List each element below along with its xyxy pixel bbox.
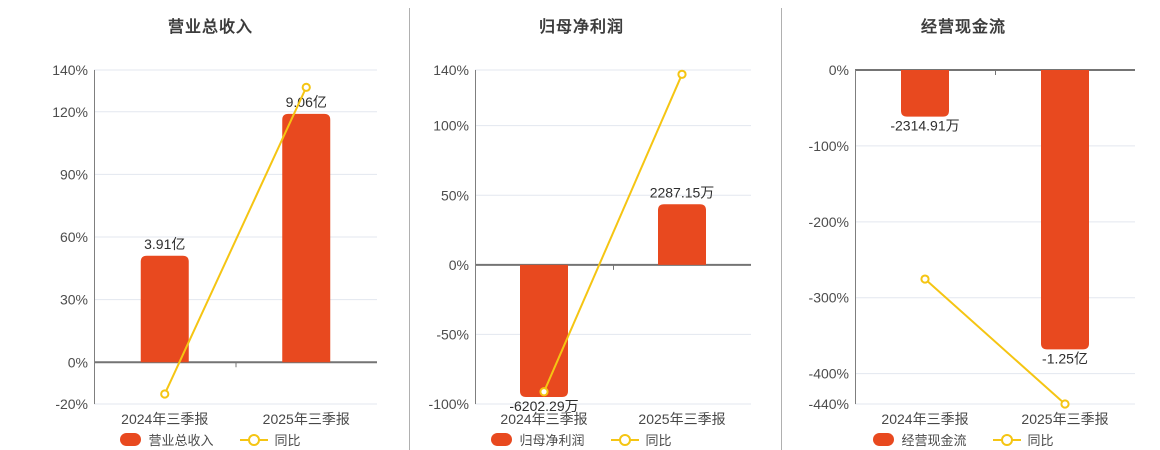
bar-value-label: -6202.29万 (509, 398, 578, 414)
y-axis-tick-label: -400% (809, 366, 849, 382)
line-series-swatch-icon (992, 433, 1021, 446)
y-axis-tick-label: -50% (436, 326, 469, 342)
bar-series-swatch-icon (120, 433, 142, 446)
legend-label: 同比 (645, 433, 672, 448)
yoy-marker-2025-q3[interactable] (301, 82, 311, 92)
x-axis-category-label: 2025年三季报 (263, 411, 350, 427)
y-axis-tick-label: 100% (433, 118, 469, 134)
y-axis-tick-label: -440% (809, 396, 849, 412)
x-axis-category-label: 2024年三季报 (500, 411, 587, 427)
bar-2024-q3[interactable] (901, 70, 949, 117)
y-axis-tick-label: 30% (60, 292, 88, 308)
chart-plot: 140% 120% 90% 60% 30% 0% -20% 3.91亿 9.06亿 2024年三季… (52, 62, 377, 427)
y-axis-tick-label: -20% (55, 396, 88, 412)
bar-series-swatch-icon (491, 433, 513, 446)
chart-plot: 0% -100% -200% -300% -400% -440% -2314.91万 -1.2… (809, 62, 1135, 427)
legend-item-bar-series[interactable]: 营业总收入 (120, 430, 214, 449)
legend-item-line-series[interactable]: 同比 (239, 430, 301, 449)
legend-label: 经营现金流 (901, 433, 967, 448)
bar-2025-q3[interactable] (282, 113, 331, 363)
y-axis-tick-label: 0% (449, 257, 469, 273)
legend-label: 同比 (274, 433, 301, 448)
x-axis-category-label: 2024年三季报 (121, 411, 208, 427)
x-axis-category-label: 2024年三季报 (881, 411, 968, 427)
yoy-marker-2024-q3[interactable] (539, 387, 549, 397)
y-axis-tick-label: 120% (52, 104, 88, 120)
y-axis-tick-label: -300% (809, 290, 849, 306)
legend-label: 同比 (1027, 433, 1054, 448)
yoy-marker-2025-q3[interactable] (677, 69, 687, 79)
bar-series-swatch-icon (873, 433, 895, 446)
x-axis-category-label: 2025年三季报 (1021, 411, 1108, 427)
legend-item-line-series[interactable]: 同比 (992, 430, 1054, 449)
y-axis-tick-label: -100% (809, 138, 849, 154)
chart-legend: 营业总收入 同比 (44, 430, 377, 449)
bar-value-label: 9.06亿 (286, 94, 327, 110)
bar-2025-q3[interactable] (1041, 70, 1089, 350)
y-axis-tick-label: 50% (441, 187, 469, 203)
y-axis-tick-label: 90% (60, 166, 88, 182)
y-axis-tick-label: 0% (68, 354, 88, 370)
y-axis-tick-label: 60% (60, 229, 88, 245)
bar-value-label: 3.91亿 (144, 236, 185, 252)
yoy-line (924, 278, 1066, 405)
chart-title: 归母净利润 (538, 19, 624, 36)
y-axis-tick-label: 140% (52, 62, 88, 78)
chart-title: 经营现金流 (920, 19, 1006, 36)
y-axis-tick-label: 0% (829, 62, 849, 78)
yoy-marker-2024-q3[interactable] (160, 389, 170, 399)
bar-2025-q3[interactable] (658, 204, 706, 265)
chart-legend: 经营现金流 同比 (792, 430, 1135, 449)
y-axis-tick-label: -100% (429, 396, 469, 412)
chart-title: 营业总收入 (167, 19, 253, 36)
chart-operating-cash-flow: 经营现金流 0% -100% -200% -300% -400% -440% -2314.9… (792, 0, 1135, 450)
bar-value-label: -2314.91万 (890, 118, 959, 134)
yoy-line (543, 73, 683, 393)
panel-separator (409, 8, 410, 450)
yoy-marker-2025-q3[interactable] (1060, 399, 1070, 409)
legend-label: 归母净利润 (519, 433, 585, 448)
legend-item-bar-series[interactable]: 经营现金流 (873, 430, 967, 449)
bar-value-label: -1.25亿 (1042, 350, 1088, 366)
chart-legend: 归母净利润 同比 (412, 430, 751, 449)
panel-separator (781, 8, 782, 450)
chart-plot: 140% 100% 50% 0% -50% -100% -6202.29万 2287.15万 2… (429, 62, 751, 427)
chart-net-profit: 归母净利润 140% 100% 50% 0% -50% -100% -6202.29万 228… (412, 0, 751, 450)
x-axis-category-label: 2025年三季报 (638, 411, 725, 427)
y-axis-tick-label: 140% (433, 62, 469, 78)
yoy-marker-2024-q3[interactable] (920, 274, 930, 284)
bar-2024-q3[interactable] (520, 264, 568, 398)
legend-item-bar-series[interactable]: 归母净利润 (491, 430, 585, 449)
line-series-swatch-icon (610, 433, 639, 446)
bar-value-label: 2287.15万 (650, 184, 715, 200)
line-series-swatch-icon (239, 433, 268, 446)
chart-revenue: 营业总收入 140% 120% 90% 60% 30% 0% -20% 3.91亿 9.06亿 2… (44, 0, 377, 450)
bar-2024-q3[interactable] (140, 255, 189, 363)
yoy-line (163, 86, 308, 395)
legend-item-line-series[interactable]: 同比 (610, 430, 672, 449)
legend-label: 营业总收入 (148, 433, 214, 448)
y-axis-tick-label: -200% (809, 214, 849, 230)
